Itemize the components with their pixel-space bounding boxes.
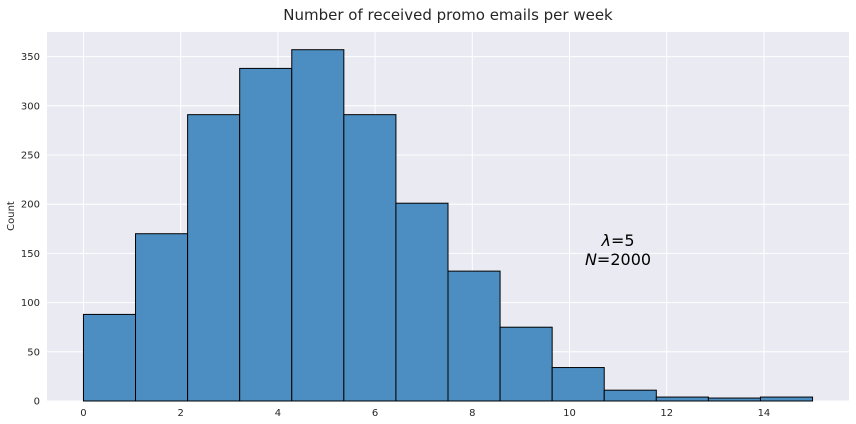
histogram-bar xyxy=(82,313,137,402)
lambda-symbol: λ xyxy=(600,231,610,250)
x-tick-label: 0 xyxy=(80,408,86,419)
histogram-bar xyxy=(343,114,397,402)
x-tick-label: 12 xyxy=(660,408,673,419)
histogram-bar xyxy=(551,367,605,402)
y-axis-ticks: 0 50 100 150 200 250 300 350 xyxy=(21,52,40,407)
x-tick-label: 2 xyxy=(177,408,183,419)
histogram-bar xyxy=(759,396,814,402)
lambda-value: =5 xyxy=(611,231,635,250)
x-axis-ticks: 0 2 4 6 8 10 12 14 xyxy=(80,408,770,419)
histogram-bar xyxy=(447,270,501,402)
histogram-bar xyxy=(187,114,241,402)
annotation-n: N=2000 xyxy=(585,250,651,269)
y-tick-label: 50 xyxy=(27,347,40,358)
x-tick-label: 6 xyxy=(372,408,378,419)
annotation-lambda: λ=5 xyxy=(600,231,634,250)
x-tick-label: 8 xyxy=(469,408,475,419)
bars xyxy=(82,49,814,402)
n-symbol: N xyxy=(585,250,597,269)
y-tick-label: 250 xyxy=(21,151,40,162)
x-tick-label: 4 xyxy=(275,408,281,419)
histogram-bar xyxy=(707,397,761,402)
y-tick-label: 350 xyxy=(21,52,40,63)
histogram-bar xyxy=(603,389,657,402)
histogram-bar xyxy=(395,202,449,402)
y-tick-label: 150 xyxy=(21,249,40,260)
y-tick-label: 300 xyxy=(21,101,40,112)
histogram-bar xyxy=(239,67,293,402)
histogram-bar xyxy=(655,396,709,402)
y-axis-label: Count xyxy=(6,201,17,231)
histogram-bar xyxy=(135,233,189,402)
histogram-bar xyxy=(499,326,553,402)
y-tick-label: 0 xyxy=(34,397,40,408)
n-value: =2000 xyxy=(597,250,651,269)
x-tick-label: 14 xyxy=(758,408,771,419)
chart-title: Number of received promo emails per week xyxy=(283,6,613,24)
histogram-bar xyxy=(291,49,345,402)
y-tick-label: 200 xyxy=(21,200,40,211)
x-tick-label: 10 xyxy=(563,408,576,419)
y-tick-label: 100 xyxy=(21,298,40,309)
